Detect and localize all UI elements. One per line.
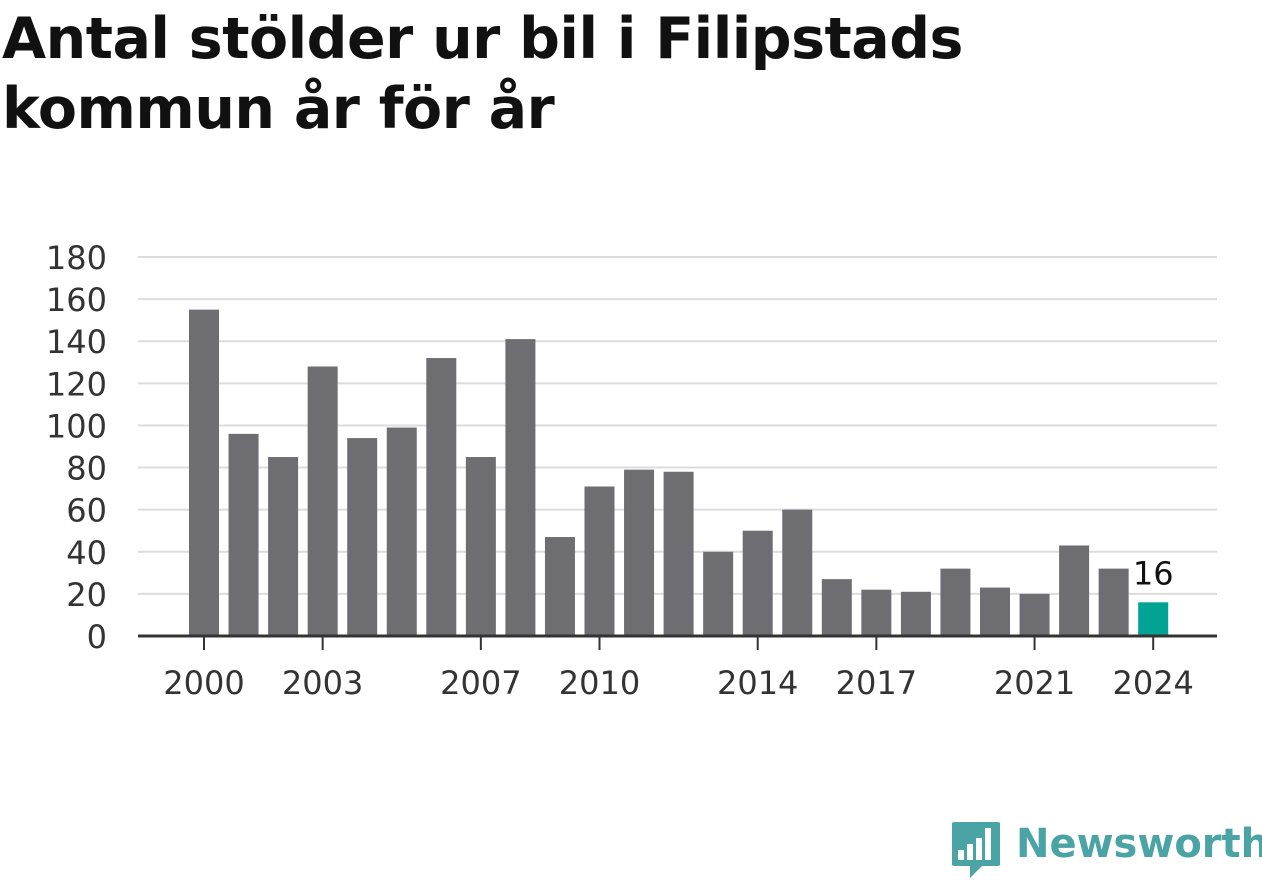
bar-2021 xyxy=(1019,593,1050,636)
y-tick-label: 180 xyxy=(46,239,107,277)
newsworthy-logo-icon xyxy=(952,822,1000,878)
bar-2002 xyxy=(268,457,299,636)
bar-2001 xyxy=(228,433,259,636)
bar-2015 xyxy=(782,509,813,636)
bar-2024 xyxy=(1138,602,1169,636)
bar-2013 xyxy=(703,551,734,636)
bar-2016 xyxy=(821,579,852,636)
bar-2005 xyxy=(386,427,417,636)
bar-2019 xyxy=(940,568,971,636)
bar-2014 xyxy=(742,530,773,636)
brand-name: Newsworthy xyxy=(1016,821,1262,867)
y-tick-label: 60 xyxy=(66,492,107,530)
y-tick-label: 20 xyxy=(66,576,107,614)
bar-2023 xyxy=(1098,568,1129,636)
y-tick-label: 120 xyxy=(46,365,107,403)
x-tick-label: 2003 xyxy=(282,664,363,702)
x-tick-label: 2000 xyxy=(163,664,244,702)
bar-2010 xyxy=(584,486,615,636)
y-tick-label: 100 xyxy=(46,407,107,445)
x-tick-label: 2010 xyxy=(559,664,640,702)
bar-2022 xyxy=(1059,545,1090,636)
y-axis-ticks: 0 20 40 60 80 100 120 140 160 180 xyxy=(46,239,107,656)
x-tick-label: 2024 xyxy=(1112,664,1193,702)
x-axis-ticks: 2000 2003 2007 2010 2014 2017 2021 2024 xyxy=(163,636,1194,702)
bar-2003 xyxy=(307,366,338,636)
data-label-2024: 16 xyxy=(1133,554,1174,592)
x-tick-label: 2021 xyxy=(994,664,1075,702)
bar-2011 xyxy=(624,469,655,636)
bar-2018 xyxy=(900,591,931,636)
bar-2000 xyxy=(189,309,219,636)
bars xyxy=(189,309,1169,636)
data-labels: 16 xyxy=(1133,554,1174,592)
y-tick-label: 0 xyxy=(87,618,107,656)
bar-2007 xyxy=(465,457,496,636)
y-tick-label: 80 xyxy=(66,450,107,488)
x-tick-label: 2014 xyxy=(717,664,798,702)
y-tick-label: 140 xyxy=(46,323,107,361)
x-tick-label: 2007 xyxy=(440,664,521,702)
bar-2006 xyxy=(426,358,457,636)
x-tick-label: 2017 xyxy=(836,664,917,702)
bar-2008 xyxy=(505,339,536,636)
bar-2009 xyxy=(544,537,575,636)
bar-2004 xyxy=(347,438,378,636)
bar-2012 xyxy=(663,471,694,636)
bar-2017 xyxy=(861,589,892,636)
y-tick-label: 160 xyxy=(46,281,107,319)
chart-title: Antal stölder ur bil i Filipstads kommun… xyxy=(2,6,963,142)
bar-2020 xyxy=(980,587,1010,636)
y-tick-label: 40 xyxy=(66,534,107,572)
bar-chart: 0 20 40 60 80 100 120 140 160 180 2000 2003 2007 201… xyxy=(46,239,1217,702)
